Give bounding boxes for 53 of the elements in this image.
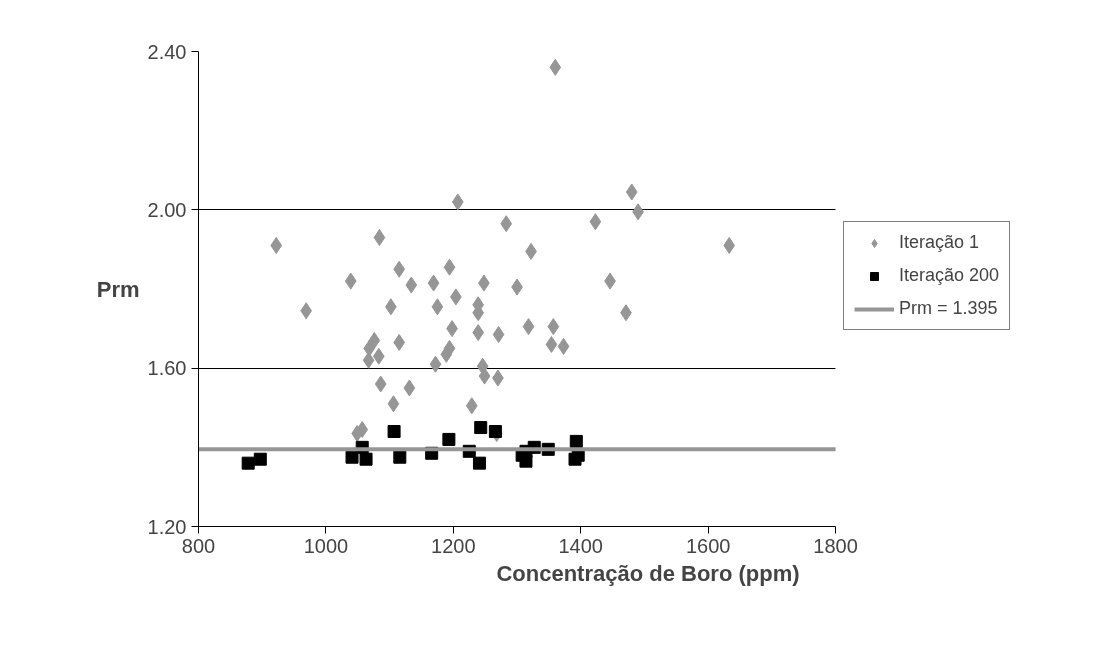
point: [374, 375, 387, 393]
x-tick-label: 1600: [685, 534, 731, 557]
point: [478, 367, 491, 385]
point: [557, 337, 570, 355]
legend-label: Iteração 200: [899, 265, 1000, 286]
legend-label: Prm = 1.395: [899, 298, 998, 319]
point: [625, 183, 638, 201]
point: [373, 229, 386, 247]
point: [443, 258, 456, 276]
point: [387, 425, 401, 438]
y-axis-title: Prm: [96, 276, 140, 302]
point: [431, 298, 444, 316]
point: [345, 450, 359, 464]
point: [723, 236, 736, 254]
x-axis-title: Concentração de Boro (ppm): [496, 560, 800, 586]
point: [344, 272, 357, 290]
point: [474, 421, 488, 435]
point: [472, 324, 485, 342]
x-tick-label: 1000: [303, 534, 349, 557]
point: [372, 347, 385, 365]
legend-label: Iteração 1: [899, 232, 980, 253]
point: [393, 260, 406, 278]
y-tick-label: 2.40: [147, 40, 187, 63]
point: [569, 434, 583, 448]
point: [253, 452, 267, 466]
point: [522, 318, 535, 336]
point: [492, 326, 505, 344]
point: [363, 339, 376, 357]
point: [472, 456, 486, 470]
y-tick-label: 2.00: [147, 198, 187, 221]
y-tick-label: 1.60: [147, 357, 187, 380]
point: [589, 213, 602, 231]
x-tick-label: 1400: [558, 534, 604, 557]
x-tick-label: 1800: [813, 534, 858, 557]
point: [465, 397, 478, 415]
point: [500, 215, 513, 233]
point: [403, 379, 416, 397]
point: [405, 276, 418, 294]
point: [359, 452, 373, 466]
point: [241, 456, 255, 470]
point: [545, 335, 558, 353]
point: [427, 274, 440, 292]
point: [488, 425, 502, 438]
x-tick-label: 1200: [431, 534, 476, 557]
point: [393, 450, 407, 464]
point: [549, 58, 562, 76]
point: [442, 432, 456, 446]
point: [393, 333, 406, 351]
point: [270, 236, 283, 254]
point: [387, 395, 400, 413]
point: [451, 193, 464, 211]
point: [429, 355, 442, 373]
point: [547, 318, 560, 336]
